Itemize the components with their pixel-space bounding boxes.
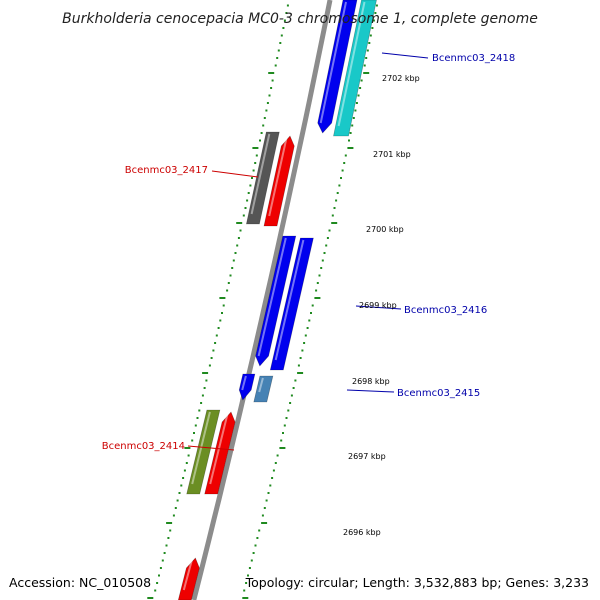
gene-arrow-bottom-red <box>177 557 200 600</box>
kbp-tick-label: 2696 kbp <box>343 528 381 537</box>
gene-label: Bcenmc03_2415 <box>397 388 480 399</box>
gene-callout: Bcenmc03_2415 <box>346 388 480 399</box>
kbp-tick-label: 2699 kbp <box>359 301 397 310</box>
dotted-tracks <box>147 4 378 599</box>
chromosome-backbone <box>191 0 333 600</box>
gene-callout: Bcenmc03_2414 <box>102 441 235 452</box>
topology-text: Topology: circular; Length: 3,532,883 bp… <box>245 575 589 590</box>
dotted-track-inner <box>147 4 289 599</box>
gene-arrow-2415-blue <box>238 373 256 401</box>
label-callouts: Bcenmc03_2418 Bcenmc03_2417 Bcenmc03_2416 B… <box>102 52 515 452</box>
gene-arrow-2418-blue <box>317 0 358 134</box>
map-title: Burkholderia cenocepacia MC0-3 chromosom… <box>62 11 538 27</box>
gene-arrow-2417-gray <box>246 131 280 225</box>
gene-label: Bcenmc03_2416 <box>404 305 487 316</box>
dotted-track-outer <box>242 4 378 599</box>
gene-arrow-2415-steel <box>253 375 274 403</box>
gene-callout: Bcenmc03_2416 <box>355 305 487 316</box>
gene-arrow-2418-cyan <box>333 0 377 137</box>
kbp-tick-label: 2698 kbp <box>352 377 390 386</box>
kbp-tick-label: 2700 kbp <box>366 225 404 234</box>
backbone-layer <box>191 0 333 600</box>
gene-arrow-2417-red <box>263 135 295 227</box>
kbp-tick-label: 2697 kbp <box>348 452 386 461</box>
gene-arrow-2416-right <box>269 237 314 371</box>
gene-arrows <box>177 0 377 600</box>
gene-label: Bcenmc03_2417 <box>125 165 208 176</box>
tick-labels: 2702 kbp 2701 kbp 2700 kbp 2699 kbp 2698 kbp… <box>343 74 420 537</box>
accession-text: Accession: NC_010508 <box>9 575 151 590</box>
gene-callout: Bcenmc03_2417 <box>125 165 259 178</box>
gene-callout: Bcenmc03_2418 <box>381 52 515 64</box>
gene-label: Bcenmc03_2418 <box>432 53 515 64</box>
gene-arrow-2414-olive <box>186 409 221 495</box>
gene-arrow-2416-left <box>255 235 297 367</box>
gene-label: Bcenmc03_2414 <box>102 441 185 452</box>
kbp-tick-label: 2701 kbp <box>373 150 411 159</box>
kbp-tick-label: 2702 kbp <box>382 74 420 83</box>
